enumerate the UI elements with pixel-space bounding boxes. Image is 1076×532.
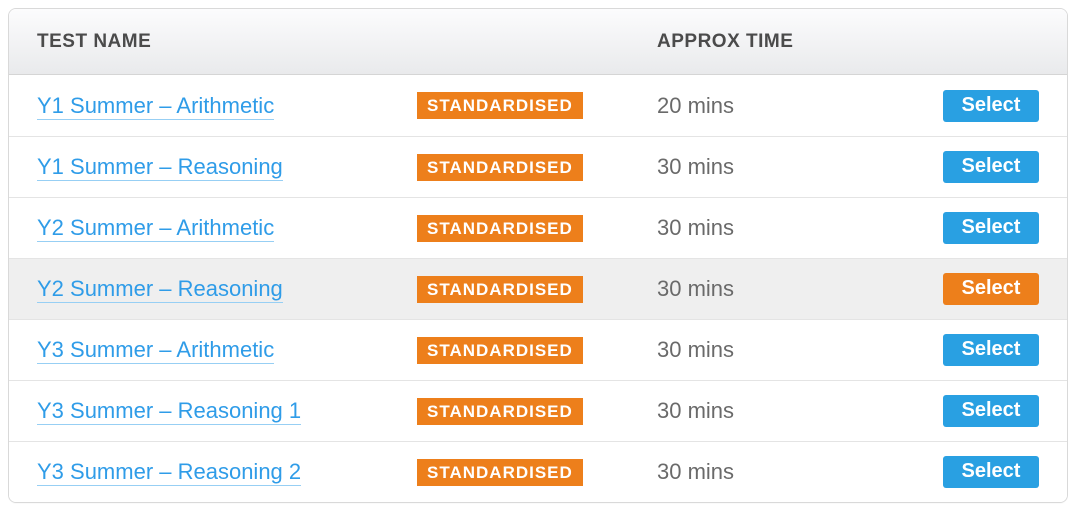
cell-badge: STANDARDISED [417,92,617,119]
select-button[interactable]: Select [943,151,1039,183]
approx-time: 30 mins [657,215,734,240]
approx-time: 30 mins [657,154,734,179]
table-row: Y3 Summer – Reasoning 1 STANDARDISED 30 mi… [9,380,1067,441]
standardised-badge: STANDARDISED [417,276,583,303]
cell-action: Select [867,456,1039,488]
select-button[interactable]: Select [943,90,1039,122]
select-button[interactable]: Select [943,334,1039,366]
cell-badge: STANDARDISED [417,337,617,364]
select-button[interactable]: Select [943,273,1039,305]
cell-badge: STANDARDISED [417,154,617,181]
table-row: Y3 Summer – Arithmetic STANDARDISED 30 min… [9,319,1067,380]
select-button[interactable]: Select [943,395,1039,427]
cell-name: Y3 Summer – Arithmetic [37,337,417,363]
cell-time: 30 mins [617,215,867,241]
cell-name: Y3 Summer – Reasoning 2 [37,459,417,485]
approx-time: 30 mins [657,337,734,362]
table-row: Y2 Summer – Reasoning STANDARDISED 30 mins… [9,258,1067,319]
approx-time: 30 mins [657,459,734,484]
cell-badge: STANDARDISED [417,398,617,425]
standardised-badge: STANDARDISED [417,215,583,242]
test-link[interactable]: Y3 Summer – Reasoning 1 [37,398,301,425]
table-header: TEST NAME APPROX TIME [9,9,1067,75]
standardised-badge: STANDARDISED [417,459,583,486]
cell-action: Select [867,90,1039,122]
test-link[interactable]: Y2 Summer – Reasoning [37,276,283,303]
test-link[interactable]: Y3 Summer – Arithmetic [37,337,274,364]
cell-action: Select [867,395,1039,427]
cell-time: 30 mins [617,276,867,302]
column-header-name: TEST NAME [37,31,417,53]
test-link[interactable]: Y1 Summer – Arithmetic [37,93,274,120]
tests-table: TEST NAME APPROX TIME Y1 Summer – Arithm… [8,8,1068,503]
cell-badge: STANDARDISED [417,215,617,242]
standardised-badge: STANDARDISED [417,337,583,364]
cell-name: Y3 Summer – Reasoning 1 [37,398,417,424]
test-link[interactable]: Y1 Summer – Reasoning [37,154,283,181]
cell-name: Y2 Summer – Reasoning [37,276,417,302]
approx-time: 30 mins [657,276,734,301]
cell-action: Select [867,212,1039,244]
table-row: Y1 Summer – Reasoning STANDARDISED 30 mins… [9,136,1067,197]
cell-time: 20 mins [617,93,867,119]
cell-time: 30 mins [617,459,867,485]
select-button[interactable]: Select [943,456,1039,488]
approx-time: 20 mins [657,93,734,118]
table-row: Y2 Summer – Arithmetic STANDARDISED 30 min… [9,197,1067,258]
cell-name: Y1 Summer – Arithmetic [37,93,417,119]
standardised-badge: STANDARDISED [417,398,583,425]
cell-time: 30 mins [617,154,867,180]
cell-badge: STANDARDISED [417,276,617,303]
cell-name: Y1 Summer – Reasoning [37,154,417,180]
select-button[interactable]: Select [943,212,1039,244]
cell-action: Select [867,273,1039,305]
table-row: Y3 Summer – Reasoning 2 STANDARDISED 30 mi… [9,441,1067,502]
approx-time: 30 mins [657,398,734,423]
standardised-badge: STANDARDISED [417,154,583,181]
standardised-badge: STANDARDISED [417,92,583,119]
column-header-time: APPROX TIME [617,31,867,53]
table-row: Y1 Summer – Arithmetic STANDARDISED 20 min… [9,75,1067,136]
cell-badge: STANDARDISED [417,459,617,486]
cell-action: Select [867,151,1039,183]
test-link[interactable]: Y2 Summer – Arithmetic [37,215,274,242]
cell-action: Select [867,334,1039,366]
test-link[interactable]: Y3 Summer – Reasoning 2 [37,459,301,486]
cell-time: 30 mins [617,398,867,424]
cell-time: 30 mins [617,337,867,363]
table-body: Y1 Summer – Arithmetic STANDARDISED 20 min… [9,75,1067,502]
cell-name: Y2 Summer – Arithmetic [37,215,417,241]
